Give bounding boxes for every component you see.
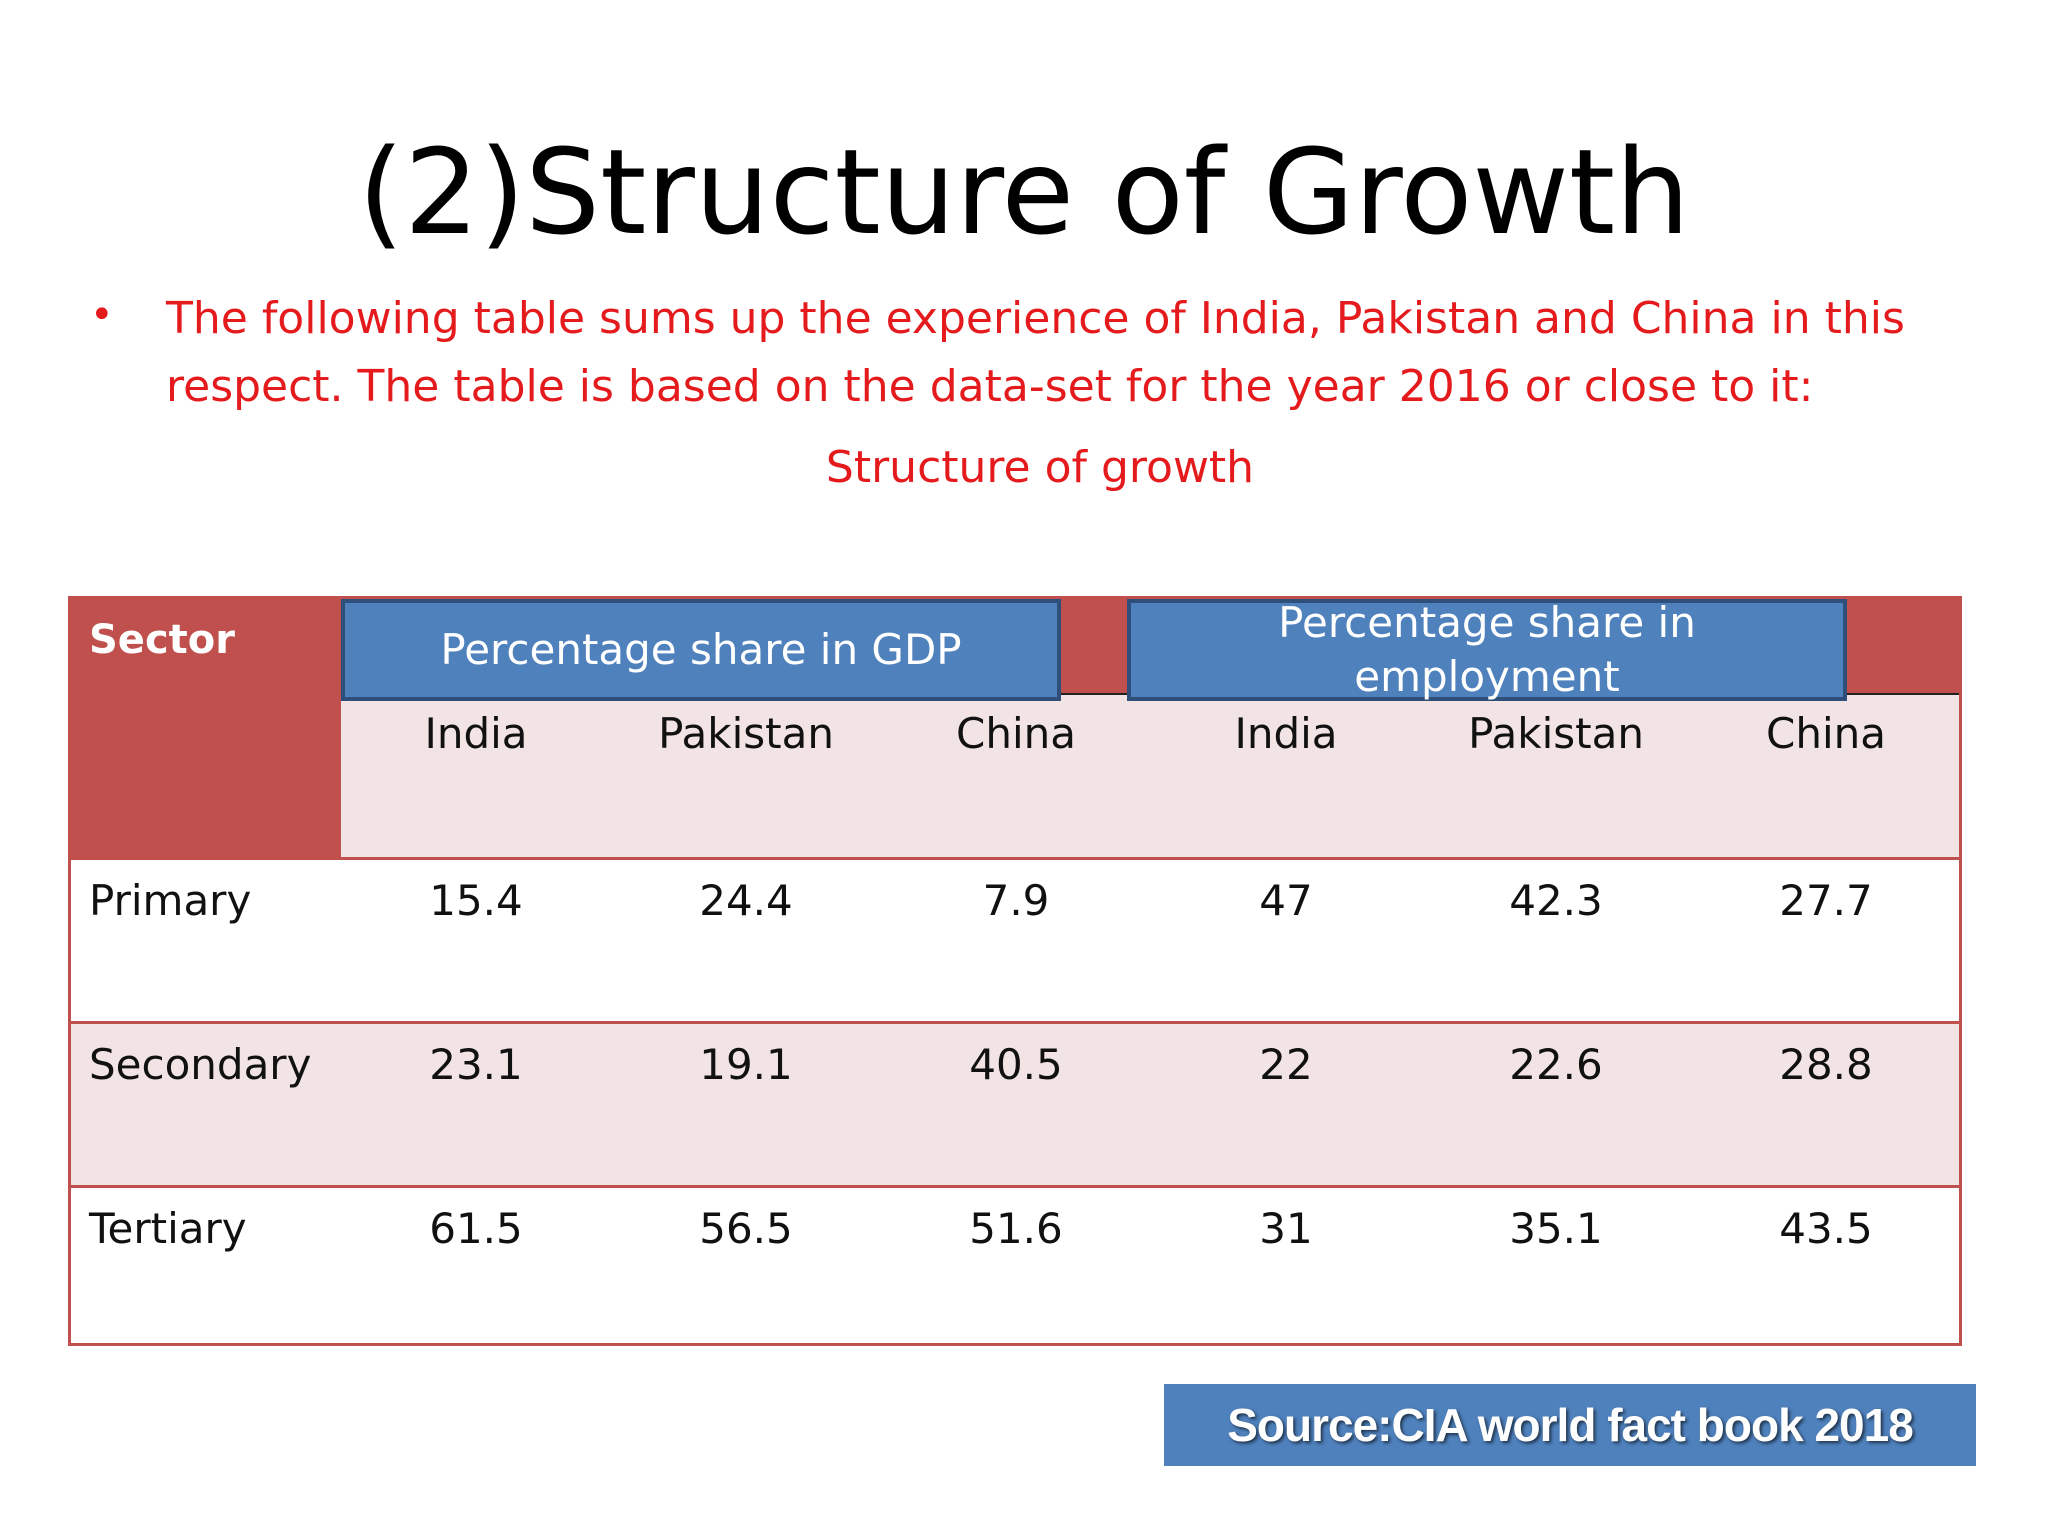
table-cell: 40.5 [969,1040,1063,1089]
table-cell: 51.6 [969,1204,1063,1253]
column-header-india-gdp: India [424,709,528,758]
column-header-pakistan-employment: Pakistan [1468,709,1644,758]
table-row-secondary: Secondary 23.1 19.1 40.5 22 22.6 28.8 [71,1021,1959,1188]
table-cell: 27.7 [1779,876,1873,925]
row-label: Secondary [89,1040,312,1089]
table-cell: 31 [1259,1204,1313,1253]
table-cell: 7.9 [982,876,1050,925]
employment-group-header: Percentage share in employment [1127,598,1847,701]
source-label: Source:CIA world fact book 2018 [1164,1384,1976,1466]
table-cell: 43.5 [1779,1204,1873,1253]
slide-title: (2)Structure of Growth [358,123,1690,261]
table-cell: 22.6 [1509,1040,1603,1089]
table-cell: 35.1 [1509,1204,1603,1253]
column-header-china-gdp: China [956,709,1076,758]
header-sector-cell [71,599,341,857]
table-cell: 61.5 [429,1204,523,1253]
table-cell: 23.1 [429,1040,523,1089]
header-country-band [341,695,1959,857]
table-cell: 28.8 [1779,1040,1873,1089]
table-cell: 56.5 [699,1204,793,1253]
table-cell: 24.4 [699,876,793,925]
table-cell: 42.3 [1509,876,1603,925]
table-cell: 22 [1259,1040,1313,1089]
row-label: Tertiary [89,1204,247,1253]
column-header-china-employment: China [1766,709,1886,758]
table-row-tertiary: Tertiary 61.5 56.5 51.6 31 35.1 43.5 [71,1185,1959,1352]
gdp-group-header: Percentage share in GDP [341,599,1061,701]
bullet-marker: • [90,292,114,338]
sector-header: Sector [89,617,235,663]
table-cell: 19.1 [699,1040,793,1089]
table-row-primary: Primary 15.4 24.4 7.9 47 42.3 27.7 [71,857,1959,1024]
row-label: Primary [89,876,252,925]
growth-table: Sector Percentage share in GDP Percentag… [68,596,1962,1346]
column-header-india-employment: India [1234,709,1338,758]
intro-text: The following table sums up the experien… [166,293,1905,412]
table-cell: 15.4 [429,876,523,925]
column-header-pakistan-gdp: Pakistan [658,709,834,758]
table-subtitle: Structure of growth [825,442,1255,493]
table-cell: 47 [1259,876,1313,925]
